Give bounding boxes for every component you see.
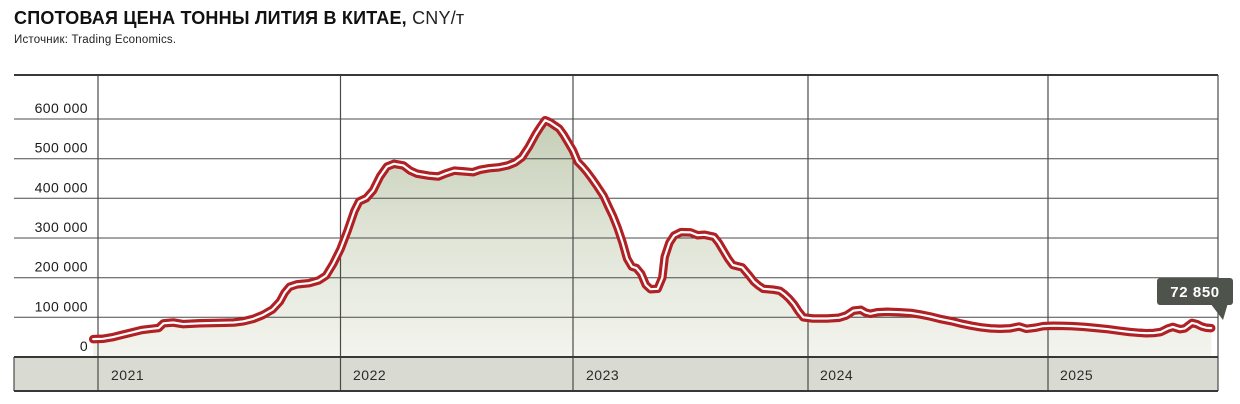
y-tick-400000: 400 000 bbox=[35, 179, 88, 195]
year-label-2025: 2025 bbox=[1060, 367, 1093, 383]
chart-source: Источник: Trading Economics. bbox=[14, 34, 177, 46]
x-axis-labels: 2021 2022 2023 2024 2025 bbox=[111, 367, 1093, 383]
chart-title-main: СПОТОВАЯ ЦЕНА ТОННЫ ЛИТИЯ В КИТАЕ, bbox=[14, 8, 407, 28]
y-tick-200000: 200 000 bbox=[35, 259, 88, 275]
value-badge-pointer bbox=[1210, 303, 1228, 320]
chart-header: СПОТОВАЯ ЦЕНА ТОННЫ ЛИТИЯ В КИТАЕ, CNY/т… bbox=[14, 8, 464, 46]
last-value-badge: 72 850 bbox=[1157, 278, 1233, 320]
y-axis-labels: 600 000 500 000 400 000 300 000 200 000 … bbox=[35, 100, 88, 354]
chart-title-unit: CNY/т bbox=[406, 8, 465, 28]
y-tick-100000: 100 000 bbox=[35, 298, 88, 314]
chart-frame bbox=[14, 74, 1218, 392]
year-label-2023: 2023 bbox=[586, 367, 619, 383]
value-badge-box bbox=[1157, 278, 1233, 305]
x-axis-band bbox=[14, 357, 1218, 391]
chart-title: СПОТОВАЯ ЦЕНА ТОННЫ ЛИТИЯ В КИТАЕ, CNY/т bbox=[14, 8, 464, 29]
value-badge-label: 72 850 bbox=[1170, 284, 1219, 301]
y-tick-600000: 600 000 bbox=[35, 100, 88, 116]
price-line-highlight bbox=[92, 119, 1213, 341]
area-fill bbox=[93, 120, 1212, 357]
year-label-2022: 2022 bbox=[353, 367, 386, 383]
y-tick-300000: 300 000 bbox=[35, 219, 88, 235]
year-label-2021: 2021 bbox=[111, 367, 144, 383]
y-tick-500000: 500 000 bbox=[35, 140, 88, 156]
y-tick-0: 0 bbox=[80, 338, 88, 354]
year-label-2024: 2024 bbox=[820, 367, 853, 383]
horizontal-gridlines bbox=[14, 118, 1218, 318]
